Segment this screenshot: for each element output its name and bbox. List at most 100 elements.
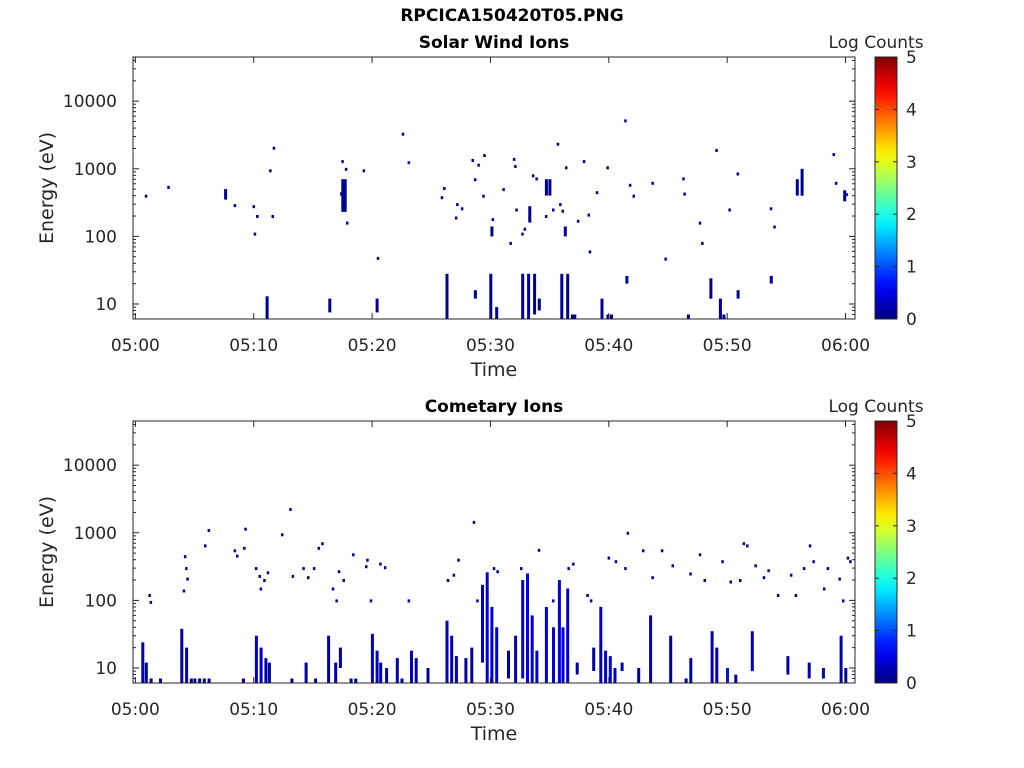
data-column: [649, 615, 653, 683]
data-point: [582, 160, 586, 164]
data-point: [689, 572, 692, 576]
data-point: [567, 567, 570, 571]
data-point: [183, 555, 187, 559]
data-column: [314, 678, 318, 683]
data-point: [452, 573, 456, 577]
data-point: [559, 203, 562, 207]
data-point: [826, 567, 830, 571]
data-point: [535, 177, 538, 181]
data-point: [565, 166, 568, 170]
data-point: [307, 576, 310, 580]
data-point: [312, 567, 316, 571]
data-point: [379, 562, 382, 566]
figure-title: RPCICA150420T05.PNG: [400, 6, 624, 26]
data-point: [457, 558, 460, 562]
data-point: [849, 560, 852, 564]
data-point: [254, 567, 258, 571]
data-column: [400, 678, 404, 683]
data-column: [385, 668, 389, 683]
data-point: [729, 580, 732, 584]
data-column: [557, 580, 561, 683]
data-column: [526, 573, 529, 683]
data-column: [620, 662, 624, 671]
data-column: [264, 658, 268, 683]
data-point: [473, 178, 477, 182]
data-column: [180, 628, 184, 683]
y-tick-label: 10: [95, 659, 117, 679]
data-point: [207, 529, 211, 532]
data-column: [535, 650, 539, 683]
data-column: [395, 658, 399, 683]
data-column: [241, 678, 245, 683]
data-column: [470, 647, 474, 683]
data-column: [514, 635, 518, 683]
data-column: [839, 635, 843, 683]
data-point: [346, 221, 349, 225]
colorbar-label: Log Counts: [828, 397, 923, 417]
data-column: [563, 226, 567, 237]
data-point: [626, 531, 630, 535]
colorbar-tick-label: 3: [906, 153, 917, 173]
chart-panel-2: 05:00 05:10 05:20 05:30 05:40 05:50 06:0010100…: [36, 397, 924, 745]
data-column: [600, 298, 604, 319]
x-tick-label: 05:10: [229, 700, 278, 720]
data-column: [464, 658, 468, 683]
data-column: [450, 635, 454, 683]
data-point: [531, 174, 535, 178]
data-point: [769, 207, 773, 211]
data-column: [375, 650, 379, 683]
data-point: [537, 548, 541, 552]
data-column: [599, 606, 603, 683]
data-point: [185, 567, 188, 571]
data-point: [514, 165, 517, 168]
data-point: [243, 546, 246, 550]
data-point: [149, 600, 153, 604]
data-point: [794, 594, 798, 597]
data-column: [736, 290, 740, 299]
data-point: [302, 567, 305, 571]
data-point: [595, 191, 599, 195]
data-point: [552, 599, 555, 603]
data-column: [821, 668, 825, 679]
data-point: [624, 119, 627, 123]
data-point: [789, 573, 793, 577]
y-tick-label: 10000: [63, 456, 117, 476]
data-point: [607, 556, 611, 560]
data-column: [349, 678, 353, 683]
data-point: [683, 192, 686, 196]
data-point: [365, 565, 368, 569]
y-axis-label: Energy (eV): [36, 132, 58, 244]
x-tick-label: 05:20: [348, 700, 397, 720]
data-point: [509, 241, 512, 245]
data-column: [606, 314, 610, 319]
x-tick-label: 05:30: [466, 336, 515, 356]
data-column: [566, 273, 570, 319]
data-column: [734, 674, 738, 683]
data-column: [560, 273, 564, 319]
data-column: [495, 307, 499, 319]
data-column: [490, 226, 494, 237]
data-column: [637, 668, 641, 683]
data-point: [698, 553, 702, 557]
colorbar-tick-label: 5: [906, 412, 917, 432]
data-point: [834, 181, 838, 185]
data-column: [507, 650, 510, 679]
data-point: [682, 177, 685, 181]
data-point: [515, 208, 518, 212]
data-column: [604, 650, 608, 683]
data-column: [224, 189, 228, 200]
data-column: [552, 627, 555, 683]
data-point: [482, 194, 485, 198]
data-point: [767, 569, 770, 573]
data-column: [575, 662, 579, 675]
data-point: [491, 218, 495, 222]
data-column: [304, 662, 308, 683]
data-point: [651, 576, 654, 580]
data-point: [456, 203, 459, 207]
x-tick-label: 05:50: [703, 336, 752, 356]
colorbar-tick-label: 2: [906, 205, 917, 225]
colorbar-tick-label: 0: [906, 310, 917, 330]
data-point: [523, 227, 527, 231]
data-column: [625, 275, 629, 284]
data-column: [527, 273, 531, 319]
